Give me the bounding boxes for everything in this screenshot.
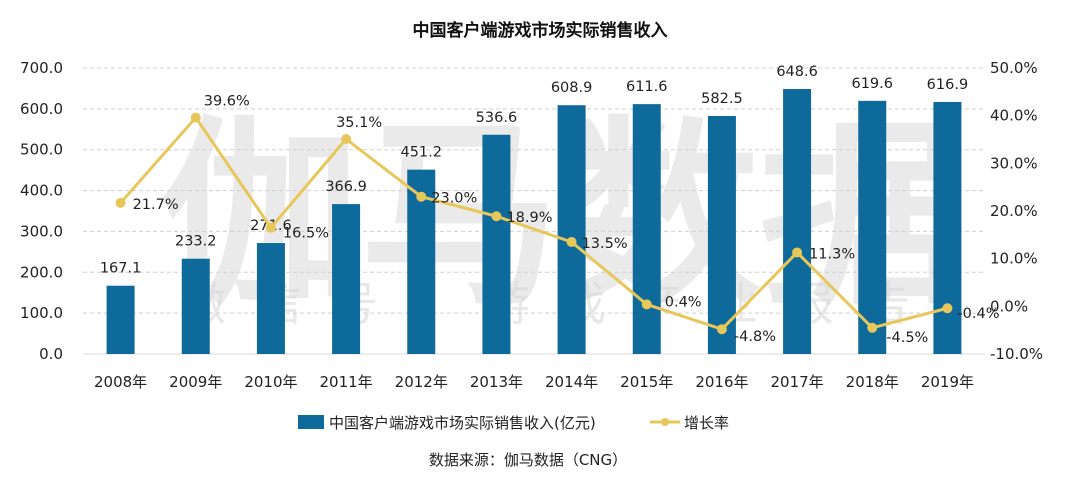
bar xyxy=(106,285,135,354)
line-data-label: 0.4% xyxy=(665,294,702,310)
growth-line xyxy=(119,116,948,331)
bar-data-label: 616.9 xyxy=(927,77,969,93)
line-data-label: 39.6% xyxy=(204,94,250,110)
line-data-label: 16.5% xyxy=(283,226,329,242)
x-axis-tick-label: 2011年 xyxy=(319,373,372,391)
line-data-label: 21.7% xyxy=(133,197,179,213)
chart-title: 中国客户端游戏市场实际销售收入 xyxy=(413,20,668,41)
right-y-axis: -10.0% 0.0% 10.0% 20.0% 30.0% 40.0% 50.0% xyxy=(990,59,1043,363)
legend-swatch-bar xyxy=(298,415,324,429)
right-axis-tick-label: 40.0% xyxy=(990,107,1038,125)
right-axis-tick-label: 30.0% xyxy=(990,154,1038,172)
bar-data-label: 233.2 xyxy=(175,234,217,250)
left-axis-tick-label: 300.0 xyxy=(20,222,63,240)
x-axis-tick-label: 2013年 xyxy=(470,373,523,391)
left-y-axis: 0.0 100.0 200.0 300.0 400.0 500.0 600.0 700.0 xyxy=(20,59,63,363)
x-axis-tick-label: 2017年 xyxy=(770,373,823,391)
right-axis-tick-label: -10.0% xyxy=(990,345,1043,363)
line-data-label: 11.3% xyxy=(809,246,855,262)
left-axis-tick-label: 400.0 xyxy=(20,182,63,200)
bar xyxy=(783,89,812,354)
bar-data-label: 619.6 xyxy=(851,76,893,92)
bar-data-labels: 167.1233.2271.6366.9451.2536.6608.9611.6… xyxy=(100,64,968,277)
line-marker xyxy=(115,197,126,208)
line-marker xyxy=(716,324,727,335)
bar-data-label: 611.6 xyxy=(626,79,668,95)
legend: 中国客户端游戏市场实际销售收入(亿元) 增长率 xyxy=(298,414,729,432)
line-marker xyxy=(491,211,502,222)
line-marker xyxy=(867,322,878,333)
x-axis: 2008年 2009年 2010年 2011年 2012年 2013年 2014年 2015年… xyxy=(94,373,974,391)
bar xyxy=(256,243,285,354)
gridlines xyxy=(83,67,985,355)
line-data-label: 13.5% xyxy=(582,236,628,252)
bar-data-label: 608.9 xyxy=(551,80,593,96)
legend-label-revenue: 中国客户端游戏市场实际销售收入(亿元) xyxy=(329,414,596,432)
right-axis-tick-label: 10.0% xyxy=(990,250,1038,268)
line-data-label: 18.9% xyxy=(506,210,552,226)
bar-data-label: 451.2 xyxy=(400,145,442,161)
x-axis-tick-label: 2010年 xyxy=(244,373,297,391)
bar xyxy=(181,258,210,354)
bar xyxy=(632,104,661,355)
line-marker xyxy=(566,236,577,247)
x-axis-tick-label: 2019年 xyxy=(921,373,974,391)
line-data-label: 23.0% xyxy=(431,191,477,207)
bar-data-label: 648.6 xyxy=(776,64,818,80)
bar xyxy=(482,134,511,354)
bar-data-label: 582.5 xyxy=(701,91,743,107)
bar-data-label: 536.6 xyxy=(476,110,518,126)
bar-data-label: 366.9 xyxy=(325,179,367,195)
bar xyxy=(557,105,586,354)
line-data-label: 35.1% xyxy=(336,115,382,131)
line-marker xyxy=(416,191,427,202)
left-axis-tick-label: 500.0 xyxy=(20,141,63,159)
left-axis-tick-label: 100.0 xyxy=(20,304,63,322)
left-axis-tick-label: 700.0 xyxy=(20,59,63,77)
line-marker xyxy=(641,299,652,310)
line-data-labels: 21.7% 39.6% 16.5% 35.1% 23.0% 18.9% 13.5% 0.4% -… xyxy=(133,94,1000,346)
line-series xyxy=(115,112,953,335)
left-axis-tick-label: 200.0 xyxy=(20,263,63,281)
right-axis-tick-label: 0.0% xyxy=(990,297,1028,315)
line-marker xyxy=(942,303,953,314)
right-axis-tick-label: 50.0% xyxy=(990,59,1038,77)
line-data-label: -4.5% xyxy=(886,330,928,346)
x-axis-tick-label: 2012年 xyxy=(395,373,448,391)
x-axis-tick-label: 2008年 xyxy=(94,373,147,391)
x-axis-tick-label: 2014年 xyxy=(545,373,598,391)
bar xyxy=(707,116,736,354)
x-axis-tick-label: 2016年 xyxy=(695,373,748,391)
bar xyxy=(858,100,887,354)
line-marker xyxy=(265,222,276,233)
left-axis-tick-label: 0.0 xyxy=(39,345,63,363)
x-axis-tick-label: 2018年 xyxy=(846,373,899,391)
line-data-label: -0.4% xyxy=(957,306,999,322)
bar-data-label: 167.1 xyxy=(100,261,142,277)
line-marker xyxy=(341,134,352,145)
x-axis-tick-label: 2015年 xyxy=(620,373,673,391)
bar xyxy=(332,204,361,354)
x-axis-tick-label: 2009年 xyxy=(169,373,222,391)
line-marker xyxy=(792,247,803,258)
line-marker xyxy=(190,112,201,123)
right-axis-tick-label: 20.0% xyxy=(990,202,1038,220)
legend-swatch-marker xyxy=(661,418,669,426)
line-data-label: -4.8% xyxy=(734,329,776,345)
legend-label-growth: 增长率 xyxy=(684,414,729,432)
source-note: 数据来源：伽马数据（CNG） xyxy=(429,451,627,469)
left-axis-tick-label: 600.0 xyxy=(20,100,63,118)
